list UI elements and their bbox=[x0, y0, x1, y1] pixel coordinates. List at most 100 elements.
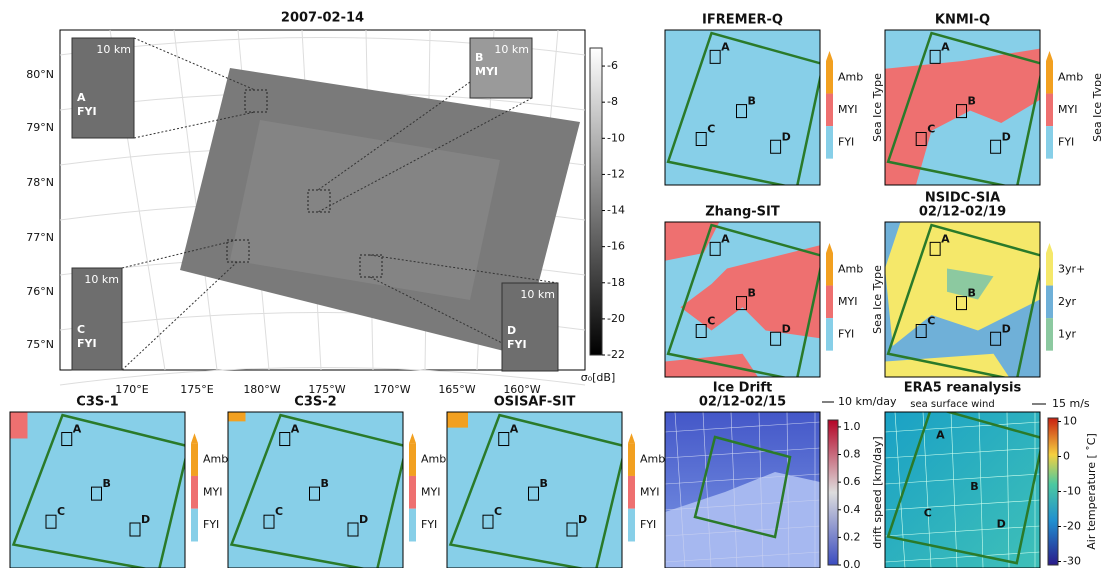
region-box bbox=[770, 139, 782, 154]
legend-swatch bbox=[191, 443, 198, 476]
region-label: C bbox=[494, 505, 502, 518]
lon-label: 175°E bbox=[180, 383, 213, 396]
region-box bbox=[709, 241, 721, 256]
panel-title: Ice Drift bbox=[713, 381, 772, 396]
region-label: C bbox=[707, 315, 715, 328]
map-background bbox=[228, 412, 403, 568]
lon-label: 170°E bbox=[115, 383, 148, 396]
colorbar-tick-label: -18 bbox=[607, 276, 625, 289]
region-box bbox=[279, 432, 291, 447]
region-label: D bbox=[141, 513, 150, 526]
inset-type: FYI bbox=[507, 338, 527, 351]
region-label: B bbox=[748, 95, 756, 108]
panel-title: 02/12-02/15 bbox=[699, 395, 786, 410]
legend-swatch bbox=[826, 93, 833, 127]
region-label: A bbox=[941, 40, 950, 53]
region-box bbox=[482, 514, 494, 529]
legend-swatch bbox=[409, 475, 416, 509]
colorbar bbox=[589, 47, 603, 356]
legend-label: FYI bbox=[640, 518, 656, 531]
region-box bbox=[915, 132, 927, 146]
inset-id: B bbox=[475, 51, 483, 64]
region-box bbox=[695, 324, 707, 338]
graticule bbox=[885, 551, 1040, 563]
legend-swatch bbox=[1046, 126, 1053, 159]
map-background bbox=[447, 412, 622, 568]
inset-type: FYI bbox=[77, 105, 97, 118]
inset-source bbox=[359, 254, 383, 278]
inset-source bbox=[307, 189, 331, 213]
colorbar-tick-label: -14 bbox=[607, 204, 625, 217]
colorbar-tick-label: 0.6 bbox=[843, 475, 861, 488]
graticule bbox=[758, 412, 764, 568]
legend-label: FYI bbox=[838, 135, 854, 148]
region-box bbox=[915, 324, 927, 338]
colorbar bbox=[827, 419, 839, 566]
region-box bbox=[61, 432, 73, 447]
footprint bbox=[11, 413, 185, 568]
legend-cap bbox=[1046, 243, 1053, 253]
region-box bbox=[45, 514, 57, 529]
legend-label: Amb bbox=[203, 453, 228, 466]
inset-id: A bbox=[77, 91, 86, 104]
inset-id: D bbox=[507, 324, 516, 337]
inset-image bbox=[71, 37, 135, 139]
legend-label: FYI bbox=[1058, 135, 1074, 148]
colorbar-tick-label: -16 bbox=[607, 240, 625, 253]
region-label: B bbox=[968, 95, 976, 108]
map-frame bbox=[9, 411, 186, 568]
map-frame bbox=[884, 29, 1041, 186]
graticule bbox=[665, 447, 820, 459]
main-title: 2007-02-14 bbox=[281, 11, 364, 26]
drift-patch bbox=[665, 472, 820, 568]
drift-map bbox=[665, 412, 820, 568]
map-panel bbox=[665, 30, 820, 185]
legend-title: Sea Ice Age bbox=[1099, 267, 1101, 332]
region-label: C bbox=[707, 123, 715, 136]
graticule bbox=[665, 525, 820, 537]
footprint bbox=[693, 435, 792, 539]
legend-cap bbox=[1046, 51, 1053, 61]
lon-label: 160°W bbox=[503, 383, 540, 396]
region-box bbox=[736, 296, 747, 311]
region-box bbox=[129, 522, 141, 537]
arrow-label: 10 km/day bbox=[838, 395, 897, 408]
map-frame bbox=[664, 221, 821, 378]
legend-swatch bbox=[826, 253, 833, 286]
region-box bbox=[528, 486, 539, 501]
lon-label: 170°W bbox=[373, 383, 410, 396]
region-label: B bbox=[970, 480, 978, 493]
colorbar-tick-label: -6 bbox=[607, 59, 618, 72]
map-background bbox=[10, 412, 185, 568]
region-box bbox=[566, 522, 578, 537]
colorbar-tick-label: 0.0 bbox=[843, 558, 861, 568]
lat-label: 78°N bbox=[26, 176, 54, 189]
lon-label: 165°W bbox=[438, 383, 475, 396]
colorbar-tick-label: -8 bbox=[607, 95, 618, 108]
graticule bbox=[702, 412, 712, 568]
region-label: D bbox=[578, 513, 587, 526]
ice-patch bbox=[665, 222, 720, 261]
footprint bbox=[666, 223, 820, 377]
region-box bbox=[498, 432, 510, 447]
legend-title: Sea Ice Type bbox=[871, 73, 884, 142]
region-label: B bbox=[321, 477, 329, 490]
inset-type: FYI bbox=[77, 337, 97, 350]
legend-label: MYI bbox=[1058, 103, 1077, 116]
region-label: B bbox=[968, 287, 976, 300]
panel-title: OSISAF-SIT bbox=[494, 395, 576, 410]
panel-subtitle: sea surface wind bbox=[910, 399, 994, 410]
region-box bbox=[990, 139, 1002, 154]
region-label: A bbox=[941, 232, 950, 245]
region-box bbox=[709, 49, 721, 64]
graticule bbox=[665, 421, 820, 433]
graticule bbox=[1006, 412, 1010, 568]
region-label: B bbox=[748, 287, 756, 300]
graticule bbox=[674, 412, 686, 568]
panel-title: ERA5 reanalysis bbox=[904, 381, 1022, 396]
colorbar-tick-label: 0.8 bbox=[843, 448, 861, 461]
arrow-label: 15 m/s bbox=[1052, 397, 1090, 410]
map-frame bbox=[446, 411, 623, 568]
region-box bbox=[990, 331, 1002, 346]
graticule bbox=[665, 499, 820, 511]
